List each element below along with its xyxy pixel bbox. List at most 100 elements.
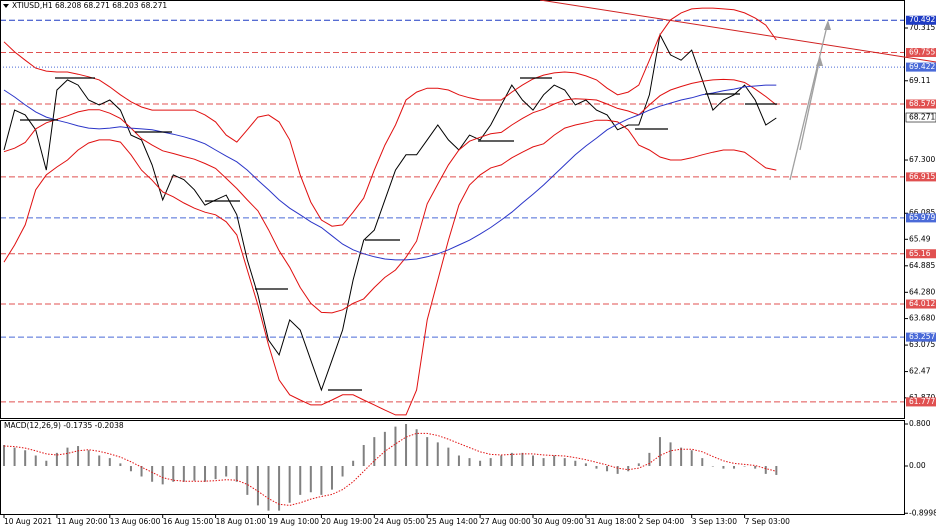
macd-bar bbox=[510, 452, 513, 467]
y-tick-label: 61.870 bbox=[909, 393, 935, 402]
macd-bar bbox=[383, 431, 386, 467]
x-tick-label: 30 Aug 09:00 bbox=[533, 517, 584, 526]
macd-bar bbox=[627, 466, 630, 472]
x-tick-label: 16 Aug 15:00 bbox=[163, 517, 214, 526]
y-tick-label: 64.885 bbox=[909, 261, 935, 270]
y-tick-label: 67.300 bbox=[909, 155, 935, 164]
trend-line bbox=[539, 0, 936, 63]
macd-bar bbox=[648, 452, 651, 467]
macd-bar bbox=[299, 466, 302, 495]
macd-bar bbox=[182, 466, 185, 482]
macd-bar bbox=[193, 466, 196, 481]
y-tick-label: 63.680 bbox=[909, 314, 935, 323]
y-tick-label: 66.085 bbox=[909, 208, 935, 217]
axis-layer: 10 Aug 2021 11 Aug 20:00 13 Aug 06:00 16 Au… bbox=[3, 15, 936, 526]
macd-bar bbox=[743, 466, 746, 467]
macd-bar bbox=[87, 450, 90, 467]
level-label: 66.915 bbox=[909, 172, 935, 181]
macd-bar bbox=[489, 458, 492, 467]
macd-bar bbox=[479, 460, 482, 467]
macd-bar bbox=[722, 466, 725, 469]
level-label: 68.579 bbox=[909, 99, 935, 108]
level-label: 61.777 bbox=[909, 397, 935, 406]
macd-bar bbox=[468, 458, 471, 467]
macd-bar bbox=[161, 466, 164, 485]
level-label: 69.755 bbox=[909, 48, 935, 57]
macd-bar bbox=[637, 463, 640, 467]
macd-bar bbox=[214, 466, 217, 480]
arrow-head bbox=[824, 20, 831, 30]
x-tick-label: 11 Aug 20:00 bbox=[57, 517, 108, 526]
y-tick-label: 62.47 bbox=[909, 367, 931, 376]
macd-bar bbox=[151, 466, 154, 482]
level-label-box bbox=[906, 99, 936, 109]
macd-bar bbox=[34, 455, 37, 467]
plot-layer bbox=[0, 7, 905, 511]
x-tick-label: 20 Aug 19:00 bbox=[321, 517, 372, 526]
macd-bar bbox=[584, 463, 587, 467]
level-label: 64.012 bbox=[909, 299, 935, 308]
macd-bar bbox=[542, 458, 545, 467]
y-tick-label: -0.8998 bbox=[909, 508, 936, 517]
macd-bar bbox=[563, 458, 566, 467]
macd-bar bbox=[500, 455, 503, 467]
x-tick-label: 7 Sep 03:00 bbox=[745, 517, 791, 526]
macd-bar bbox=[394, 426, 397, 467]
macd-bar bbox=[45, 460, 48, 467]
macd-bar bbox=[553, 455, 556, 467]
macd-bar bbox=[521, 452, 524, 467]
macd-bar bbox=[457, 455, 460, 467]
macd-bar bbox=[225, 466, 228, 477]
pivot-segments bbox=[20, 77, 777, 391]
level-label-box bbox=[906, 48, 936, 58]
x-tick-label: 18 Aug 01:00 bbox=[216, 517, 267, 526]
macd-bar bbox=[436, 442, 439, 467]
level-label-box bbox=[906, 62, 936, 72]
x-tick-label: 10 Aug 2021 bbox=[4, 517, 52, 526]
macd-bar bbox=[3, 444, 5, 467]
x-tick-label: 25 Aug 14:00 bbox=[427, 517, 478, 526]
level-label-box bbox=[906, 332, 936, 342]
macd-bar bbox=[320, 466, 323, 495]
macd-bar bbox=[309, 466, 312, 493]
level-label: 63.257 bbox=[909, 332, 935, 341]
level-label-box bbox=[906, 249, 936, 259]
macd-bar bbox=[616, 466, 619, 474]
macd-bar bbox=[658, 437, 661, 467]
macd-bar bbox=[733, 466, 736, 469]
x-tick-label: 19 Aug 10:00 bbox=[269, 517, 320, 526]
level-label-box bbox=[906, 15, 936, 25]
x-tick-label: 31 Aug 18:00 bbox=[586, 517, 637, 526]
macd-bar bbox=[415, 429, 418, 467]
macd-bar bbox=[119, 463, 122, 467]
arrow bbox=[799, 57, 821, 151]
macd-title: MACD(12,26,9) -0.1735 -0.2038 bbox=[4, 421, 124, 430]
macd-bar bbox=[140, 466, 143, 477]
macd-bar bbox=[108, 458, 111, 467]
macd-bar bbox=[98, 455, 101, 467]
y-tick-label: 65.49 bbox=[909, 234, 931, 243]
macd-bar bbox=[172, 466, 175, 482]
series-line bbox=[3, 84, 777, 261]
y-tick-label: 0.00 bbox=[909, 461, 926, 470]
macd-bar bbox=[362, 444, 365, 467]
series-line bbox=[3, 119, 777, 416]
last-price-box bbox=[905, 112, 936, 123]
macd-bar bbox=[77, 446, 80, 467]
level-label-box bbox=[906, 172, 936, 182]
macd-bar bbox=[341, 466, 344, 477]
y-tick-label: 69.11 bbox=[909, 76, 931, 85]
macd-bar bbox=[595, 466, 598, 469]
macd-bar bbox=[574, 460, 577, 467]
macd-bar bbox=[606, 466, 609, 472]
series-line bbox=[3, 7, 777, 227]
macd-bar bbox=[764, 466, 767, 474]
y-tick-label: 70.315 bbox=[909, 23, 935, 32]
macd-bar bbox=[129, 466, 132, 472]
macd-bar bbox=[701, 458, 704, 467]
macd-frame bbox=[0, 420, 905, 515]
macd-bar bbox=[235, 466, 238, 482]
macd-bar bbox=[775, 466, 778, 475]
